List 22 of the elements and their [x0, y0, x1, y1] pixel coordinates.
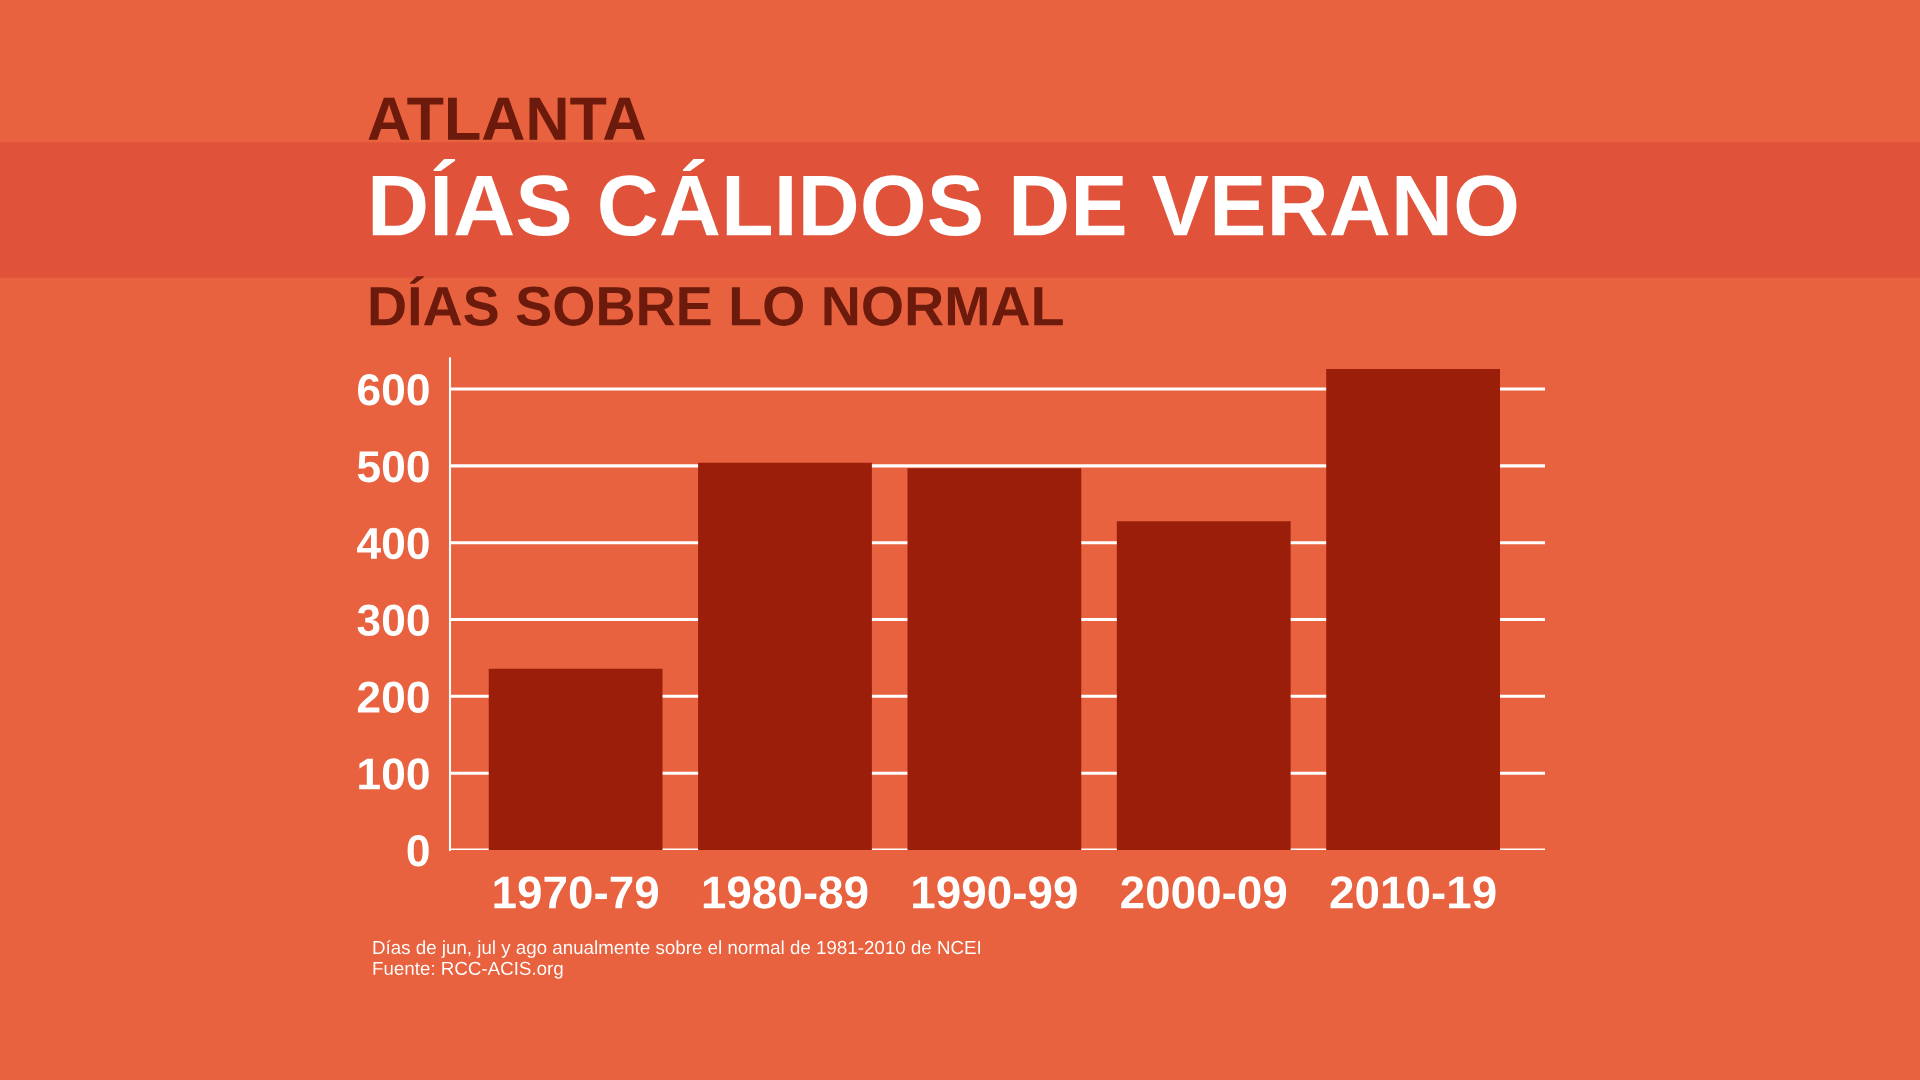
y-tick-label: 0 — [407, 835, 429, 867]
x-tick-label: 2000-09 — [1121, 876, 1287, 909]
y-tick-label: 300 — [357, 604, 429, 637]
x-tick-label: 1980-89 — [703, 876, 868, 909]
bar — [488, 668, 663, 850]
x-tick-label: 2010-19 — [1330, 876, 1496, 909]
y-tick-label: 400 — [357, 527, 429, 560]
y-tick-label: 100 — [359, 758, 429, 790]
bar — [1116, 521, 1291, 850]
y-tick-label: 200 — [357, 681, 429, 713]
text: Días de jun, jul y ago anualmente sobre el normal de 1981-2010 de NCEI — [373, 940, 981, 958]
chart-title: DÍAS CÁLIDOS DE VERANO — [372, 158, 1517, 237]
source-note: Fuente: RCC-ACIS.org — [373, 961, 563, 979]
x-tick-label: 1990-99 — [913, 876, 1077, 909]
bar — [907, 468, 1082, 850]
y-tick-label: 500 — [357, 450, 429, 483]
x-tick-label: 1970-79 — [494, 876, 659, 909]
chart-subtitle: ATLANTA — [368, 97, 645, 140]
y-axis-title: DÍAS SOBRE LO NORMAL — [370, 276, 1063, 326]
y-tick-label: 600 — [358, 374, 429, 406]
bar — [698, 462, 872, 850]
bar — [1326, 369, 1500, 850]
